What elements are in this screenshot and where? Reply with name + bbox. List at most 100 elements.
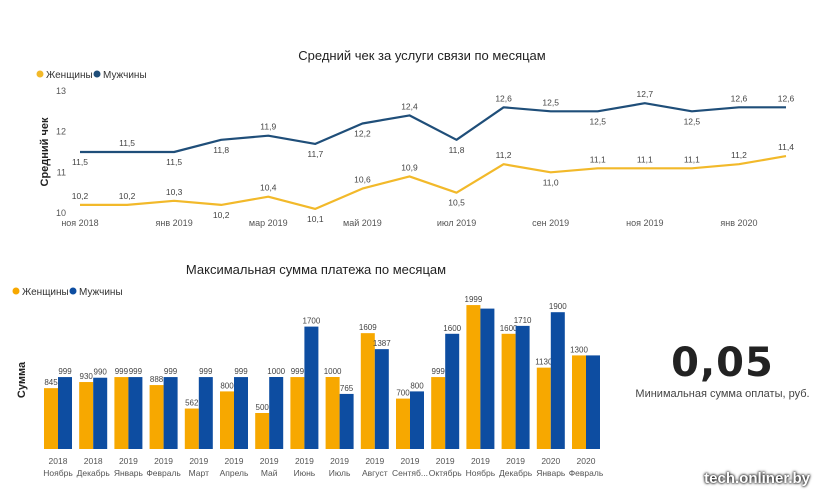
bar-men <box>515 325 530 449</box>
bar-men <box>480 308 495 449</box>
bar-data-label: 1130 <box>535 358 553 367</box>
bar-data-label: 999 <box>58 367 72 376</box>
bar-data-label: 990 <box>94 368 108 377</box>
x-tick-month: Декабрь <box>499 468 533 478</box>
data-label: 11,2 <box>496 150 512 160</box>
bar-men <box>269 377 284 449</box>
bar-men <box>93 377 108 449</box>
x-tick-year: 2019 <box>189 456 208 466</box>
line-chart-y-ticks: 10 11 12 13 <box>56 86 66 218</box>
x-tick-year: 2018 <box>49 456 68 466</box>
bar-men <box>374 349 389 449</box>
bar-men <box>445 333 460 449</box>
legend-marker-men <box>69 287 77 295</box>
legend-label-women: Женщины <box>46 70 93 81</box>
bar-data-label: 1300 <box>570 345 588 354</box>
bar-women <box>360 333 375 449</box>
data-label: 12,7 <box>637 89 654 99</box>
x-tick-month: Апрель <box>220 468 249 478</box>
bar-data-label: 999 <box>199 367 213 376</box>
bar-data-label: 999 <box>234 367 248 376</box>
x-tick-month: Январь <box>114 468 144 478</box>
bar-men <box>198 377 213 449</box>
y-tick-label: 11 <box>57 167 66 177</box>
data-label: 11,8 <box>213 145 229 155</box>
bar-women <box>184 408 199 449</box>
bar-women <box>501 333 516 449</box>
line-chart-average-check: Средний чек за услуги связи по месяцам Ж… <box>36 48 795 228</box>
x-tick-year: 2019 <box>330 456 349 466</box>
bar-data-label: 999 <box>432 367 446 376</box>
bar-data-label: 500 <box>256 403 270 412</box>
bar-men <box>586 355 600 449</box>
bar-women <box>466 305 481 449</box>
bar-chart-x-ticks: 2018 Ноябрь 2018 Декабрь 2019 Январь 2019 Февра… <box>43 456 604 478</box>
x-tick-year: 2019 <box>225 456 244 466</box>
data-label: 10,3 <box>166 187 183 197</box>
bar-data-label: 1710 <box>514 316 532 325</box>
x-tick-month: Июнь <box>294 468 316 478</box>
data-label: 12,6 <box>778 93 795 103</box>
line-chart-x-ticks: ноя 2018 янв 2019 мар 2019 май 2019 июл 2019… <box>61 218 757 228</box>
legend-label-men: Мужчины <box>103 70 147 81</box>
x-tick-label: сен 2019 <box>532 218 569 228</box>
bar-women <box>114 377 129 449</box>
bar-men <box>550 312 565 449</box>
data-label: 12,2 <box>354 129 371 139</box>
data-label: 10,2 <box>213 210 230 220</box>
kpi-label: Минимальная сумма оплаты, руб. <box>635 388 810 400</box>
bar-women <box>325 377 340 449</box>
bar-chart-y-axis-label: Сумма <box>16 361 28 398</box>
data-label: 11,5 <box>119 138 135 148</box>
x-tick-year: 2019 <box>401 456 420 466</box>
y-tick-label: 12 <box>56 127 66 137</box>
bar-data-label: 1000 <box>267 367 285 376</box>
x-tick-year: 2019 <box>119 456 138 466</box>
watermark-text: tech.onliner.by <box>704 470 810 487</box>
y-tick-label: 10 <box>56 208 66 218</box>
line-chart-y-axis-label: Средний чек <box>39 117 51 186</box>
bar-data-label: 845 <box>44 378 58 387</box>
x-tick-year: 2019 <box>295 456 314 466</box>
bar-women <box>290 377 305 449</box>
bar-chart-max-payment: Максимальная сумма платежа по месяцам Же… <box>12 262 604 478</box>
data-label: 11,1 <box>684 154 700 164</box>
bar-men <box>234 377 248 449</box>
x-tick-month: Ноябрь <box>466 468 496 478</box>
x-tick-label: ноя 2019 <box>626 218 663 228</box>
bar-data-label: 700 <box>396 389 410 398</box>
data-label: 12,5 <box>589 116 606 126</box>
bar-men <box>339 393 354 449</box>
x-tick-year: 2019 <box>436 456 455 466</box>
bar-data-label: 999 <box>115 367 129 376</box>
bar-data-label: 888 <box>150 375 164 384</box>
bar-data-label: 800 <box>220 381 234 390</box>
data-label: 11,1 <box>637 154 653 164</box>
bar-data-label: 800 <box>410 381 424 390</box>
data-label: 10,2 <box>72 191 89 201</box>
data-label: 12,6 <box>495 93 512 103</box>
data-label: 11,4 <box>778 142 794 152</box>
data-label: 10,4 <box>260 183 277 193</box>
x-tick-month: Май <box>261 468 278 478</box>
data-label: 10,9 <box>401 162 418 172</box>
data-label: 10,2 <box>119 191 136 201</box>
x-tick-year: 2020 <box>577 456 596 466</box>
x-tick-month: Февраль <box>569 468 604 478</box>
data-label: 12,5 <box>542 97 559 107</box>
x-tick-year: 2019 <box>506 456 525 466</box>
bar-women <box>431 377 446 449</box>
series-line-women <box>80 155 787 210</box>
data-label: 11,1 <box>590 154 606 164</box>
x-tick-year: 2020 <box>541 456 560 466</box>
x-tick-label: ноя 2018 <box>61 218 98 228</box>
bar-data-label: 1999 <box>465 295 483 304</box>
legend-marker-women <box>36 70 44 78</box>
y-tick-label: 13 <box>56 86 66 96</box>
bar-data-label: 1900 <box>549 302 567 311</box>
data-label: 11,2 <box>731 150 747 160</box>
x-tick-month: Август <box>362 468 388 478</box>
bar-women <box>396 398 410 449</box>
data-label: 11,0 <box>543 177 559 187</box>
